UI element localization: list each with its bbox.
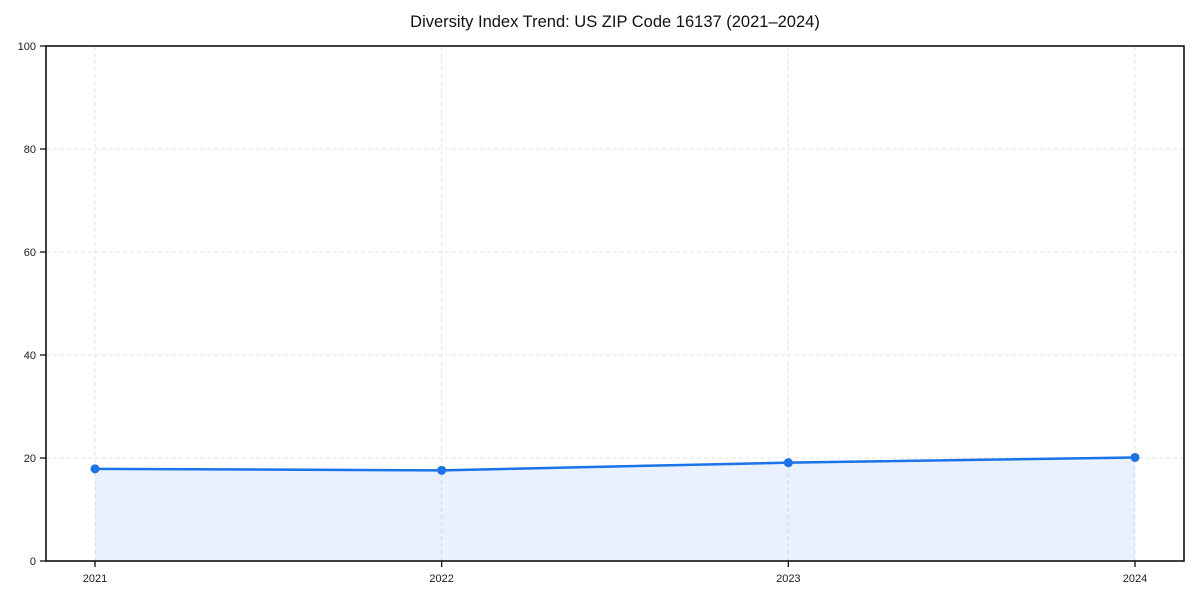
data-point — [783, 458, 793, 468]
x-tick-label: 2024 — [1123, 573, 1147, 585]
y-tick-label: 0 — [30, 556, 36, 568]
data-point — [90, 464, 100, 474]
y-tick-label: 100 — [18, 41, 36, 53]
x-tick-label: 2023 — [776, 573, 800, 585]
plot-border — [45, 45, 1185, 562]
data-point — [437, 465, 447, 475]
y-tick-label: 40 — [24, 350, 36, 362]
data-point — [1130, 452, 1140, 462]
x-tick-label: 2022 — [429, 573, 453, 585]
area-fill — [95, 457, 1135, 561]
trend-line — [93, 456, 1137, 472]
y-tick-label: 80 — [24, 144, 36, 156]
chart-title: Diversity Index Trend: US ZIP Code 16137… — [410, 13, 820, 31]
x-tick-label: 2021 — [83, 573, 107, 585]
y-tick-label: 20 — [24, 453, 36, 465]
y-tick-label: 60 — [24, 247, 36, 259]
